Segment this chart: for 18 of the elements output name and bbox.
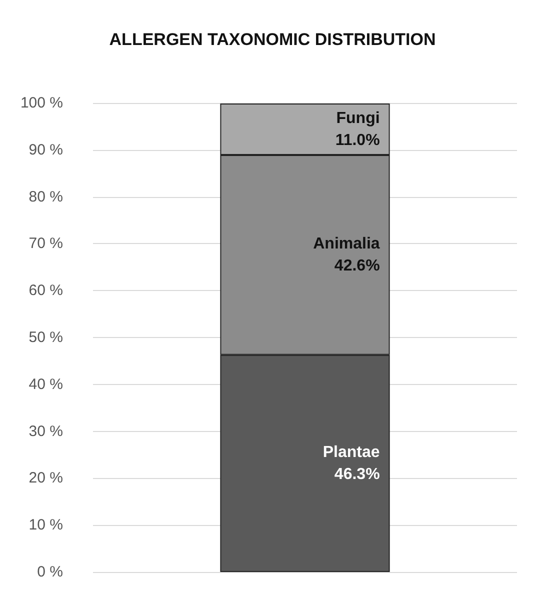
y-tick-label: 0 % (37, 564, 63, 580)
series-label: Plantae (322, 444, 380, 461)
y-tick-label: 60 % (28, 282, 63, 300)
y-tick-label: 100 % (20, 94, 63, 112)
data-label: 11.0% (335, 132, 380, 149)
y-tick-label: 90 % (28, 141, 63, 158)
data-label: 46.3% (334, 466, 380, 483)
y-tick-label: 30 % (28, 422, 63, 440)
y-tick-label: 80 % (28, 188, 63, 206)
y-tick-label: 10 % (28, 516, 63, 534)
series-label: Animalia (313, 235, 380, 252)
series-label: Fungi (336, 110, 380, 127)
y-tick-label: 50 % (28, 329, 63, 346)
data-label: 42.6% (334, 257, 380, 274)
chart-title: ALLERGEN TAXONOMIC DISTRIBUTION (109, 30, 436, 49)
y-tick-label: 40 % (28, 376, 63, 393)
y-tick-label: 70 % (28, 235, 63, 252)
y-tick-label: 20 % (28, 470, 63, 487)
